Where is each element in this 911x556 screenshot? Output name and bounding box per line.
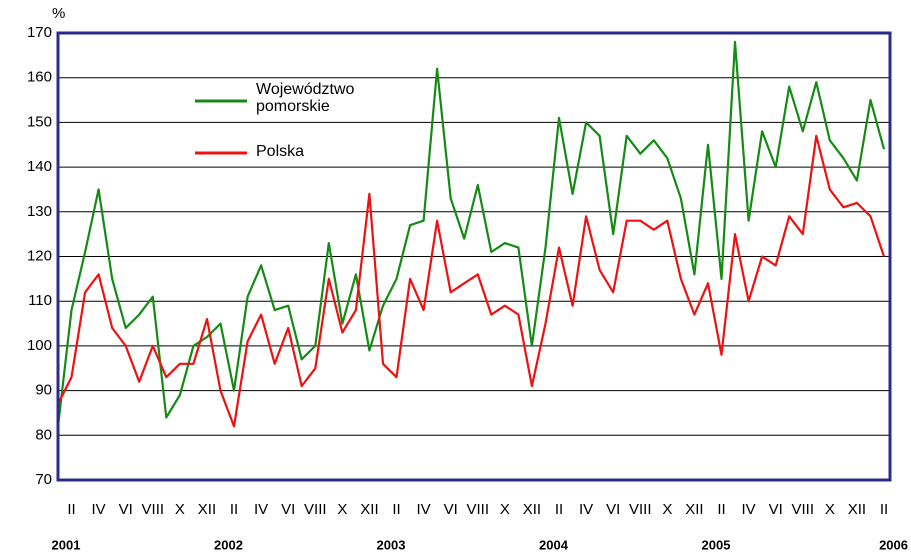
x-tick-label: X — [662, 501, 672, 518]
y-axis-label: % — [52, 5, 65, 22]
x-tick-label: XII — [523, 501, 541, 518]
x-tick-label: II — [392, 501, 400, 518]
y-tick-label: 110 — [28, 292, 52, 309]
x-tick-label: II — [717, 501, 725, 518]
y-tick-label: 160 — [27, 69, 52, 86]
x-tick-label: II — [555, 501, 563, 518]
y-tick-label: 130 — [27, 203, 52, 220]
x-tick-label: IV — [741, 501, 755, 518]
year-label: 2006 — [879, 537, 908, 552]
x-tick-label: VI — [444, 501, 458, 518]
year-label: 2005 — [702, 537, 731, 552]
x-tick-label: II — [880, 501, 888, 518]
x-tick-label: VI — [606, 501, 620, 518]
x-tick-label: XII — [198, 501, 216, 518]
y-tick-label: 100 — [27, 337, 52, 354]
x-tick-label: VIII — [304, 501, 327, 518]
data-line — [57, 134, 886, 428]
y-tick-label: 170 — [27, 24, 52, 41]
year-label: 2001 — [52, 537, 81, 552]
x-tick-label: II — [230, 501, 238, 518]
x-tick-label: VI — [769, 501, 783, 518]
x-tick-label: II — [67, 501, 75, 518]
legend-label: Województwo pomorskie — [256, 81, 355, 115]
legend-label: Polska — [256, 143, 305, 160]
x-tick-label: VIII — [629, 501, 652, 518]
y-tick-label: 150 — [27, 113, 52, 130]
x-tick-label: XII — [360, 501, 378, 518]
y-tick-label: 140 — [27, 158, 52, 175]
x-tick-label: VIII — [142, 501, 165, 518]
year-label: 2004 — [539, 537, 569, 552]
x-tick-label: XII — [848, 501, 866, 518]
x-tick-label: IV — [579, 501, 593, 518]
x-tick-label: X — [337, 501, 347, 518]
y-tick-label: 80 — [35, 426, 52, 443]
legend-label-box: Województwo pomorskie — [256, 81, 355, 115]
x-tick-label: VIII — [467, 501, 490, 518]
year-label: 2002 — [214, 537, 243, 552]
year-label: 2003 — [377, 537, 406, 552]
y-tick-label: 70 — [35, 471, 52, 488]
legend-label-box: Polska — [256, 143, 305, 160]
x-tick-label: VI — [281, 501, 295, 518]
plot-border — [56, 31, 892, 482]
x-tick-label: X — [825, 501, 835, 518]
x-tick-label: IV — [92, 501, 106, 518]
y-tick-label: 90 — [35, 382, 52, 399]
x-tick-label: VIII — [791, 501, 814, 518]
x-tick-label: IV — [417, 501, 431, 518]
x-tick-label: X — [175, 501, 185, 518]
y-tick-label: 120 — [27, 247, 52, 264]
x-tick-label: VI — [119, 501, 133, 518]
x-tick-label: XII — [685, 501, 703, 518]
data-line — [56, 40, 886, 427]
x-tick-label: X — [500, 501, 510, 518]
x-tick-label: IV — [254, 501, 268, 518]
